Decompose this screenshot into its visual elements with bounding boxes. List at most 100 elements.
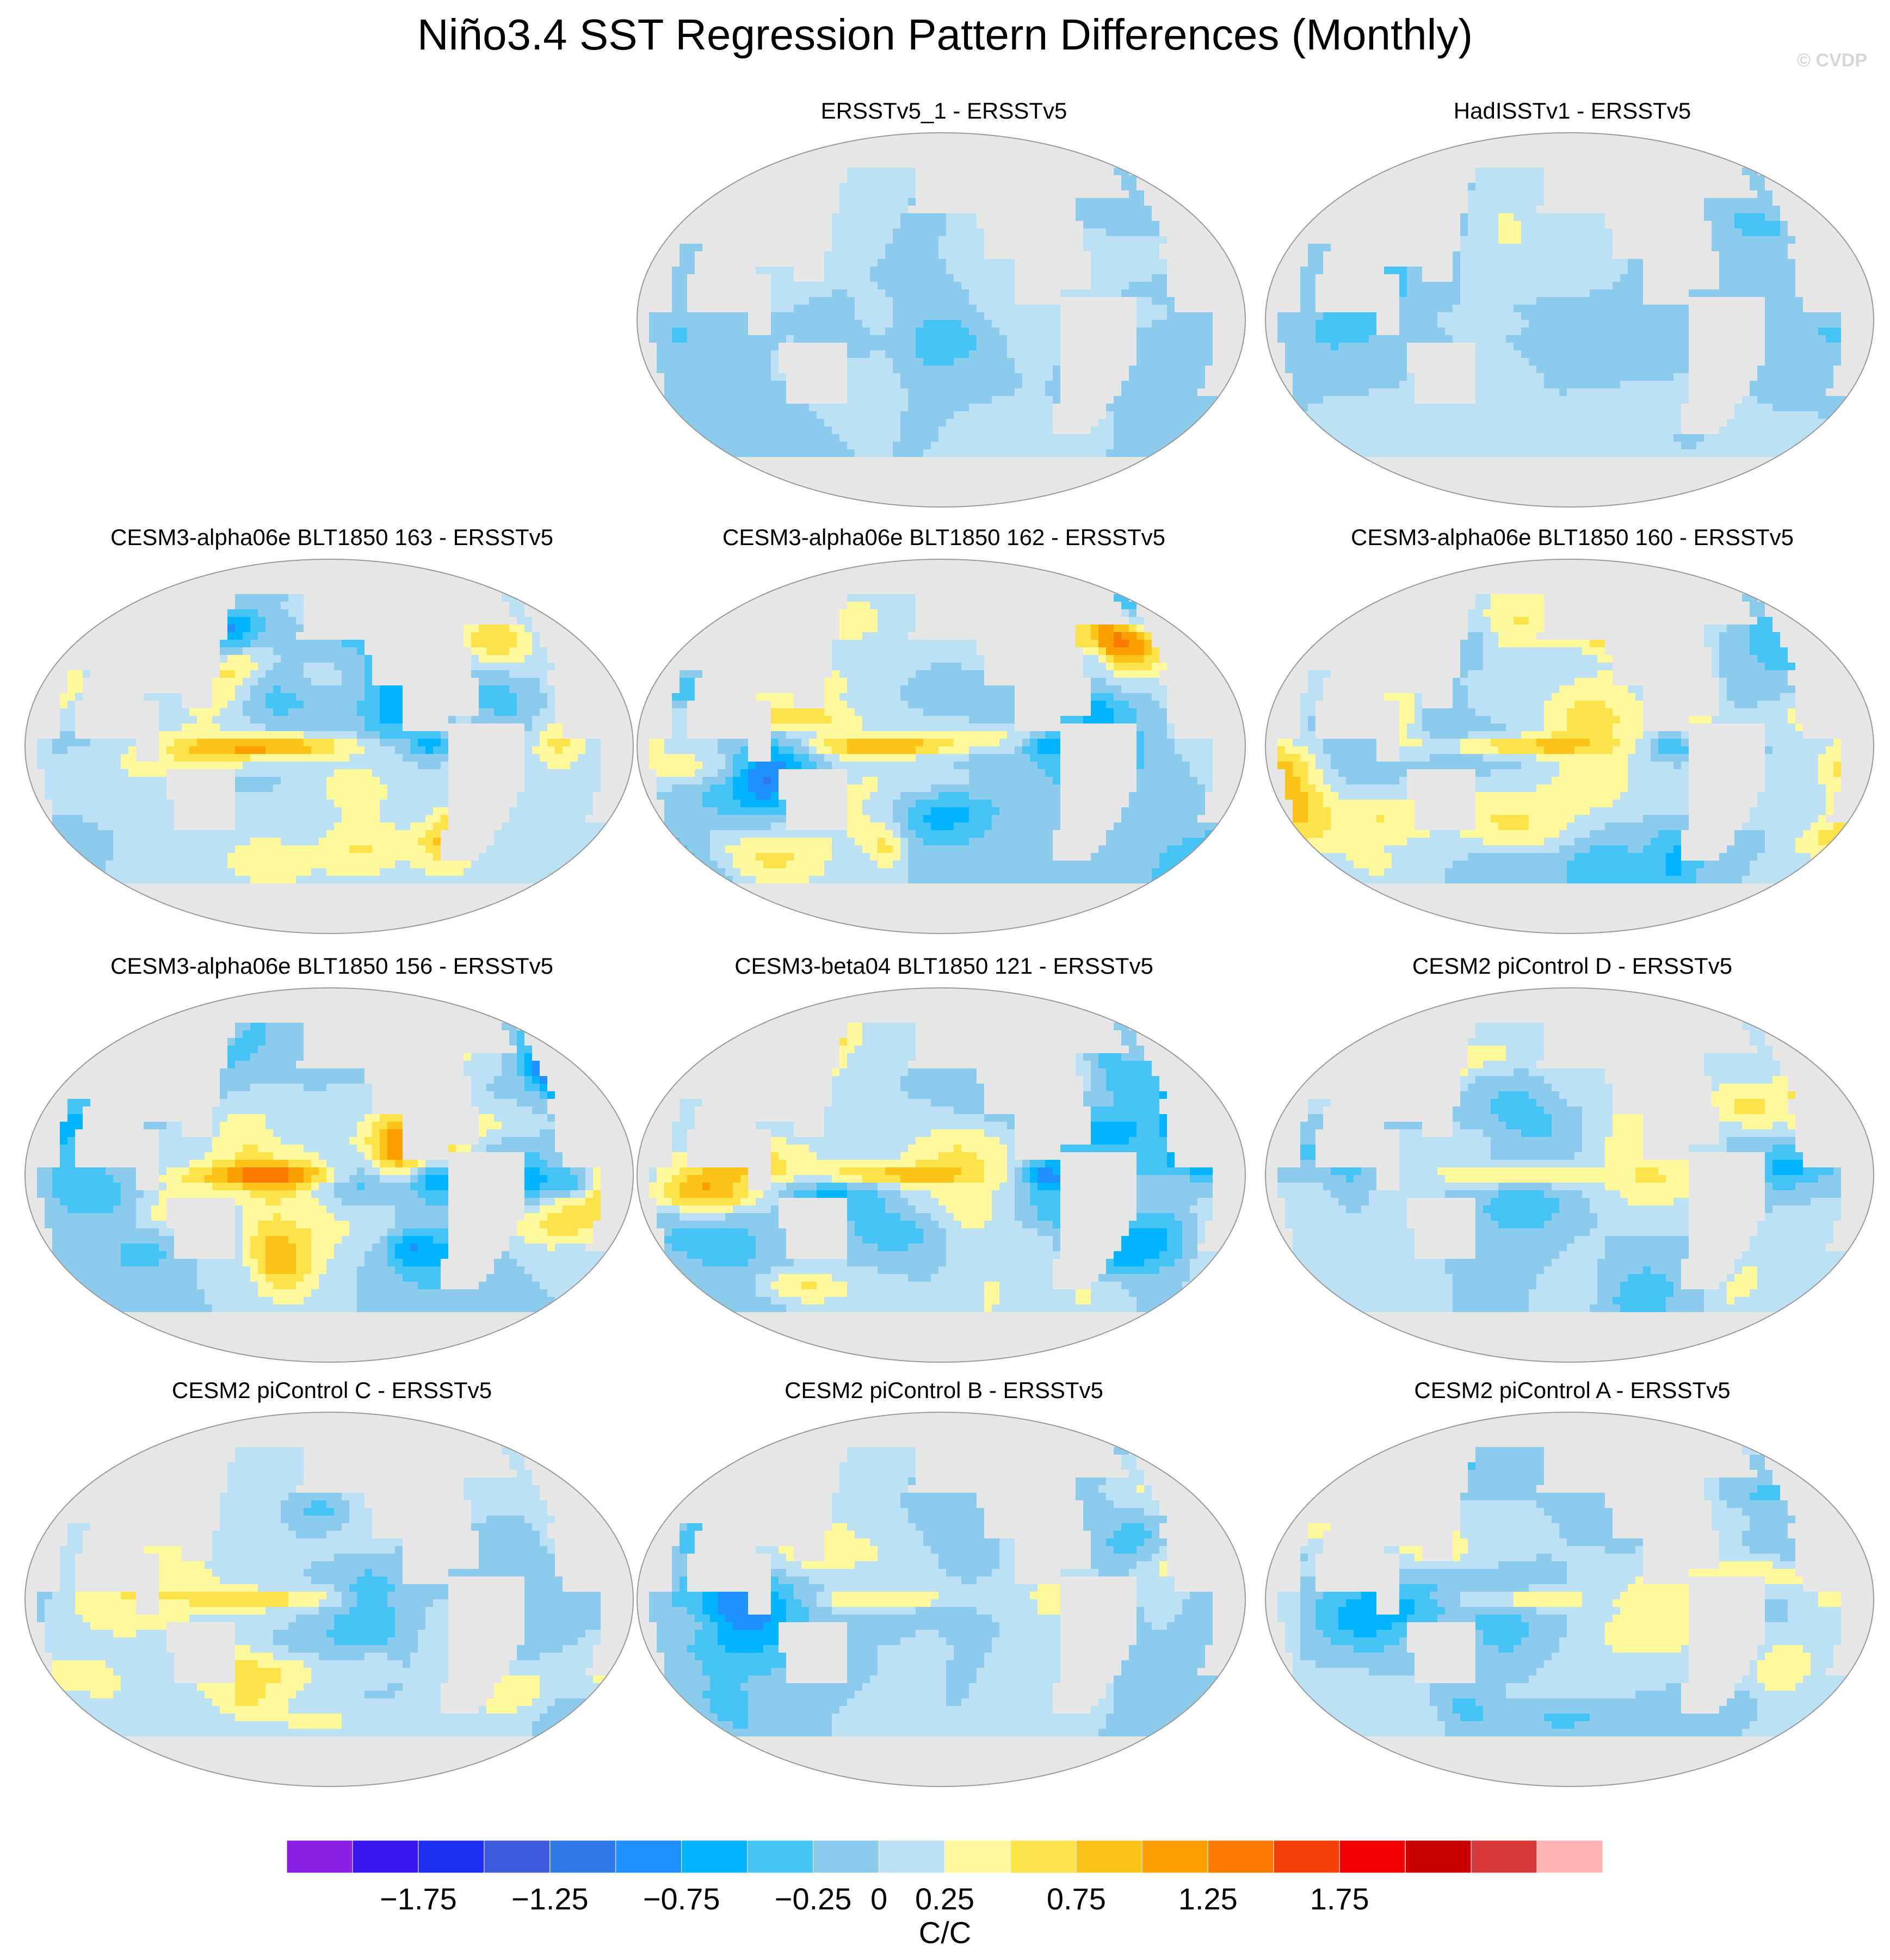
grid-cell [885, 366, 893, 374]
grid-cell [969, 168, 977, 176]
grid-cell [1666, 282, 1674, 290]
grid-cell [817, 198, 825, 206]
grid-cell [763, 168, 771, 176]
grid-cell [1506, 190, 1514, 199]
grid-cell [969, 442, 977, 450]
grid-cell [984, 152, 992, 160]
grid-cell [1384, 133, 1392, 138]
grid-cell [1060, 465, 1068, 473]
grid-cell [1106, 350, 1114, 358]
grid-cell [870, 442, 878, 450]
grid-cell [1007, 426, 1015, 435]
grid-cell [908, 457, 916, 465]
grid-cell [1597, 168, 1605, 176]
grid-cell [1681, 267, 1689, 275]
grid-cell [1666, 160, 1674, 168]
grid-cell [1628, 267, 1636, 275]
grid-cell [1704, 190, 1712, 199]
grid-cell [992, 259, 1000, 267]
grid-cell [1045, 404, 1053, 412]
grid-cell [1190, 297, 1198, 305]
grid-cell [1734, 175, 1743, 183]
grid-cell [786, 244, 794, 252]
grid-cell [771, 335, 779, 343]
grid-cell [1635, 160, 1644, 168]
grid-cell [1361, 168, 1369, 176]
grid-cell [1323, 267, 1331, 275]
grid-cell [1106, 297, 1114, 305]
grid-cell [718, 388, 726, 397]
grid-cell [824, 503, 832, 507]
grid-cell [977, 259, 985, 267]
grid-cell [1384, 183, 1392, 191]
grid-cell [1137, 175, 1145, 183]
grid-cell [832, 152, 840, 160]
grid-cell [779, 366, 787, 374]
grid-cell [1053, 411, 1061, 419]
grid-cell [786, 160, 794, 168]
grid-cell [1213, 228, 1221, 237]
grid-cell [1045, 267, 1053, 275]
grid-cell [1308, 244, 1316, 252]
grid-cell [1022, 289, 1030, 298]
grid-cell [961, 168, 969, 176]
grid-cell [977, 350, 985, 358]
grid-cell [847, 404, 855, 412]
grid-cell [977, 289, 985, 298]
grid-cell [961, 480, 969, 488]
grid-cell [1651, 251, 1659, 259]
grid-cell [1780, 274, 1788, 282]
grid-cell [900, 358, 909, 366]
grid-cell [870, 190, 878, 199]
grid-cell [1475, 206, 1484, 214]
grid-cell [1780, 236, 1788, 244]
grid-cell [664, 297, 672, 305]
grid-cell [969, 465, 977, 473]
grid-cell [1361, 198, 1369, 206]
grid-cell [908, 442, 916, 450]
grid-cell [1544, 274, 1552, 282]
grid-cell [870, 206, 878, 214]
grid-cell [718, 434, 726, 442]
grid-cell [893, 350, 901, 358]
grid-cell [1468, 228, 1476, 237]
grid-cell [1620, 213, 1628, 221]
grid-cell [641, 343, 650, 351]
grid-cell [885, 267, 893, 275]
grid-cell [1361, 133, 1369, 138]
grid-cell [1022, 358, 1030, 366]
grid-cell [1068, 198, 1076, 206]
grid-cell [641, 335, 650, 343]
grid-cell [710, 343, 718, 351]
grid-cell [839, 472, 848, 480]
grid-cell [786, 426, 794, 435]
grid-cell [1197, 228, 1206, 237]
grid-cell [1114, 297, 1122, 305]
grid-cell [878, 297, 886, 305]
grid-cell [1152, 145, 1160, 153]
grid-cell [1285, 259, 1293, 267]
grid-cell [786, 388, 794, 397]
grid-cell [1076, 297, 1084, 305]
grid-cell [1300, 236, 1308, 244]
grid-cell [695, 228, 703, 237]
grid-cell [817, 206, 825, 214]
grid-cell [740, 411, 749, 419]
grid-cell [1068, 495, 1076, 503]
grid-cell [977, 419, 985, 427]
grid-cell [1689, 133, 1697, 138]
grid-cell [1159, 236, 1168, 244]
grid-cell [862, 457, 870, 465]
grid-cell [1811, 274, 1819, 282]
grid-cell [1376, 183, 1385, 191]
grid-cell [969, 449, 977, 457]
grid-cell [946, 274, 954, 282]
grid-cell [1544, 160, 1552, 168]
grid-cell [893, 274, 901, 282]
grid-cell [938, 419, 947, 427]
grid-cell [733, 442, 741, 450]
grid-cell [763, 350, 771, 358]
grid-cell [1681, 152, 1689, 160]
grid-cell [984, 175, 992, 183]
grid-cell [908, 267, 916, 275]
